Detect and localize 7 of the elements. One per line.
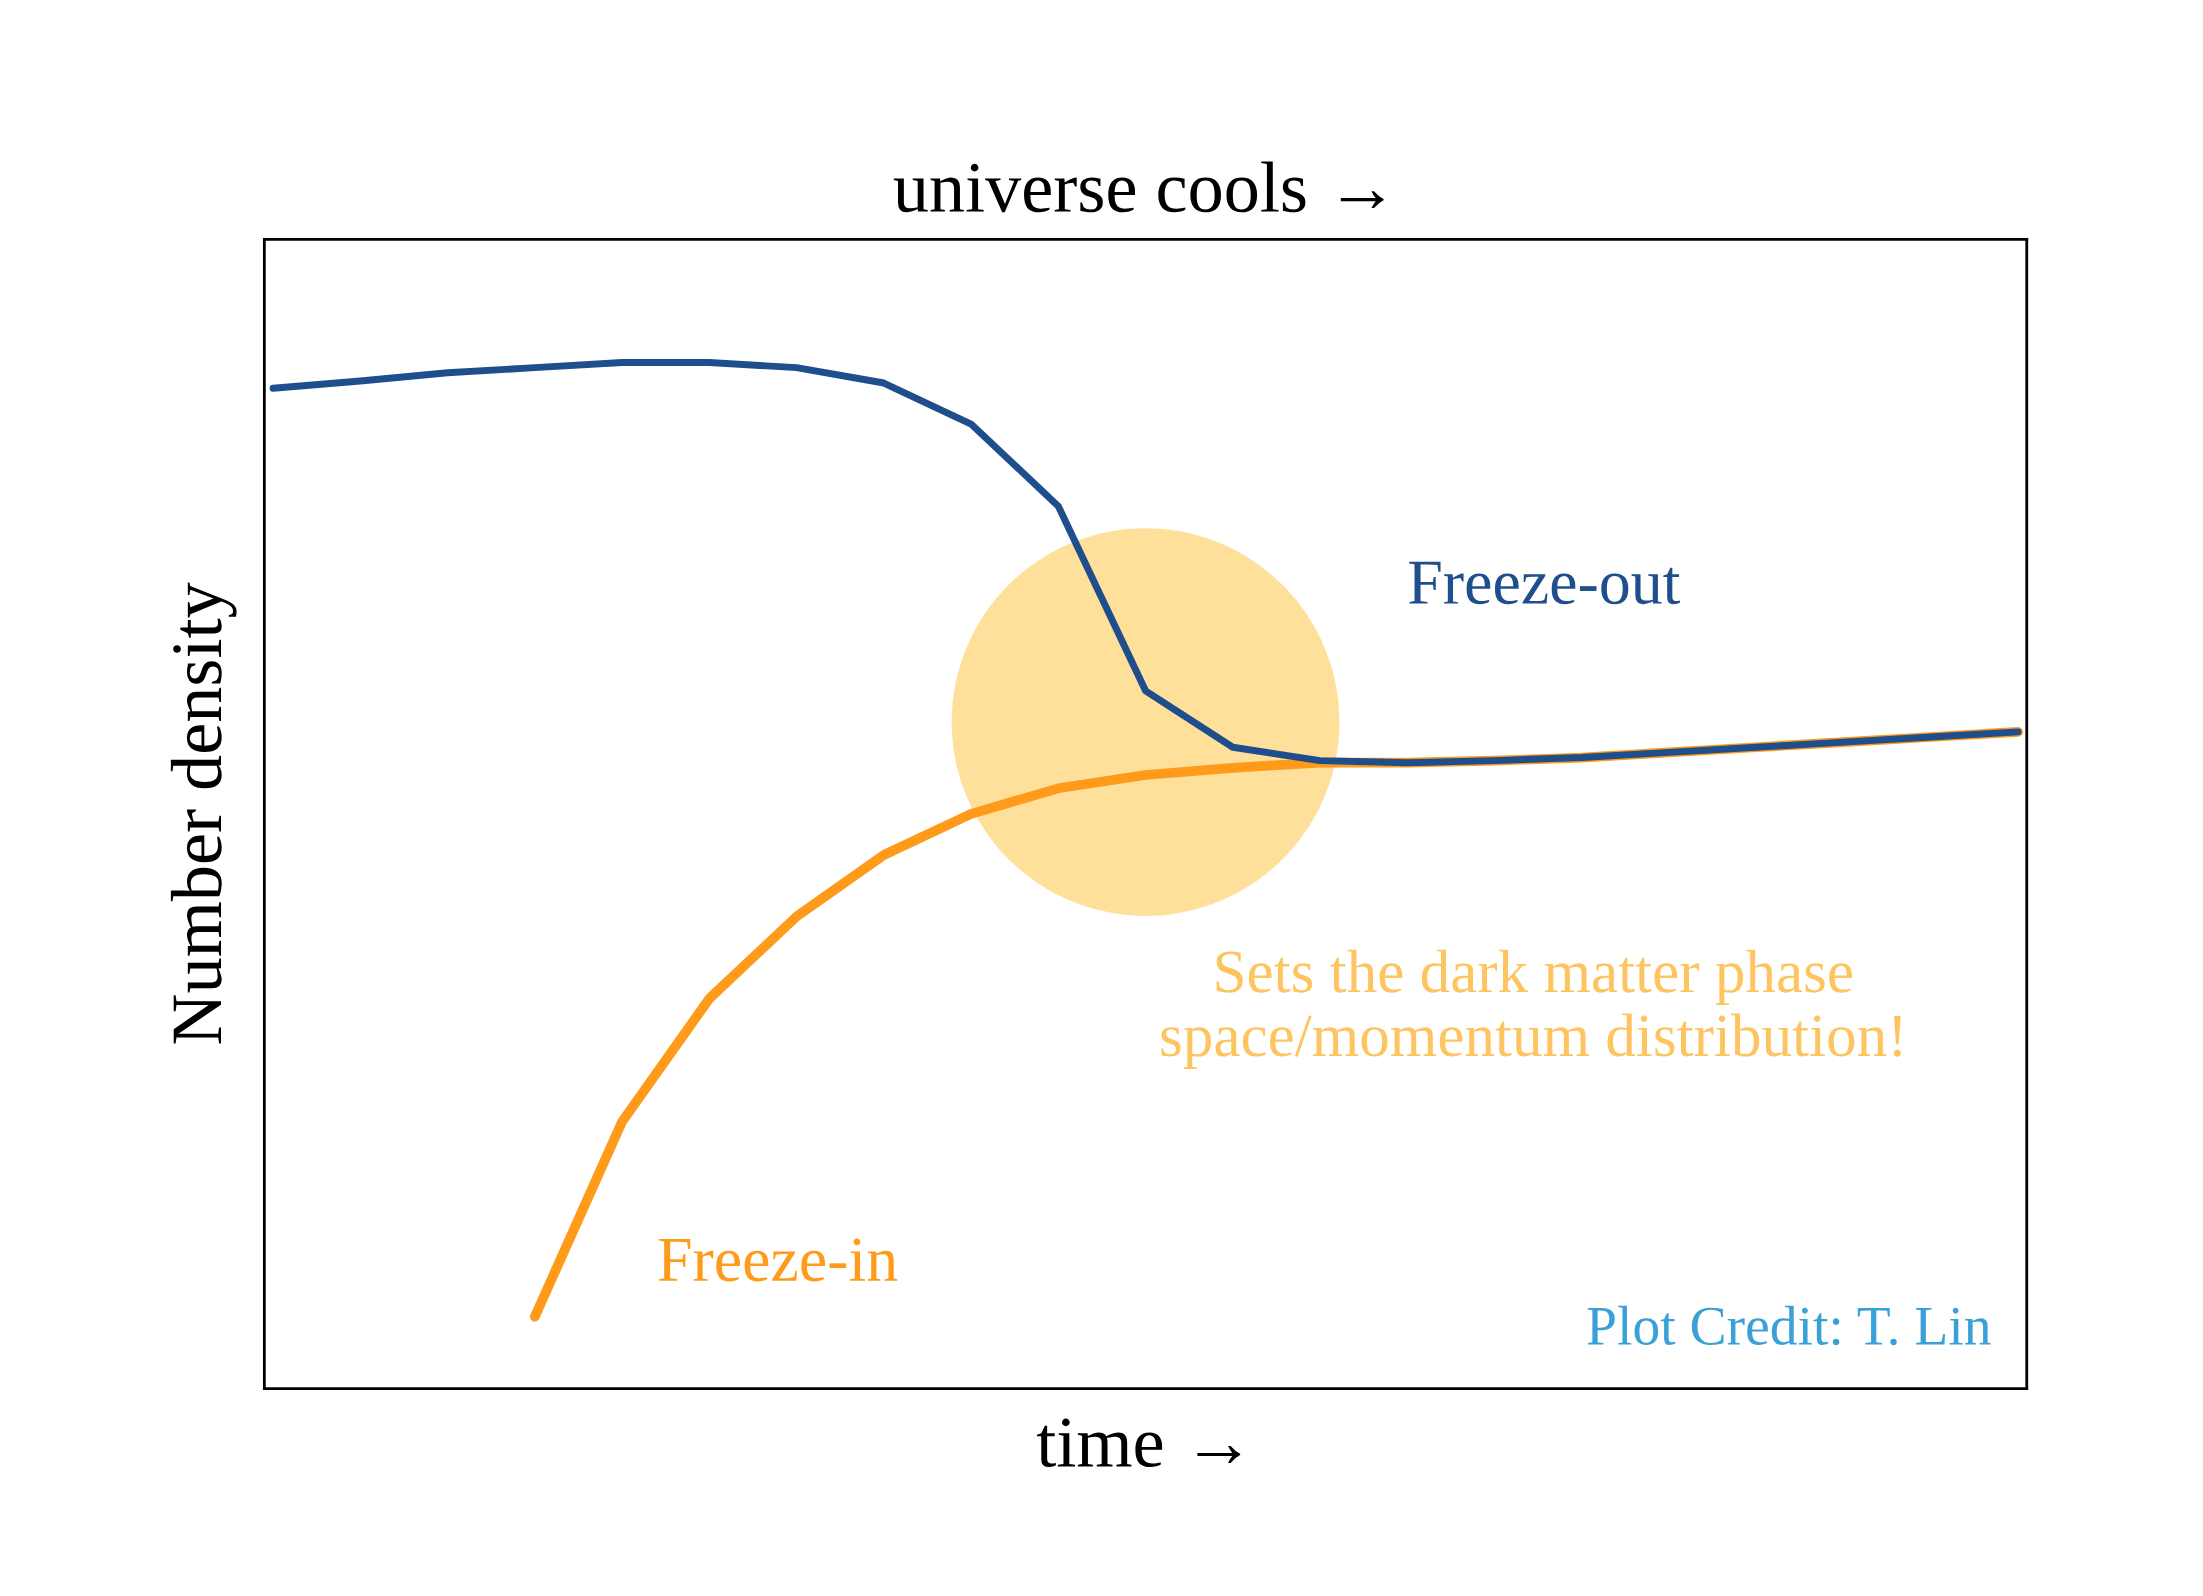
y-axis-title: Number density bbox=[170, 582, 237, 1044]
x2-axis-title: universe cools → bbox=[893, 161, 1384, 213]
text: Freeze-out bbox=[1409, 561, 1681, 605]
annotation: Sets the dark matter phase space/momentum distribution! bbox=[1161, 949, 1901, 1069]
annotation: Plot Credit: T. Lin bbox=[1587, 1305, 1991, 1346]
series-label: Freeze-in bbox=[658, 1238, 898, 1282]
x-axis-title: time → bbox=[1036, 1418, 1241, 1468]
